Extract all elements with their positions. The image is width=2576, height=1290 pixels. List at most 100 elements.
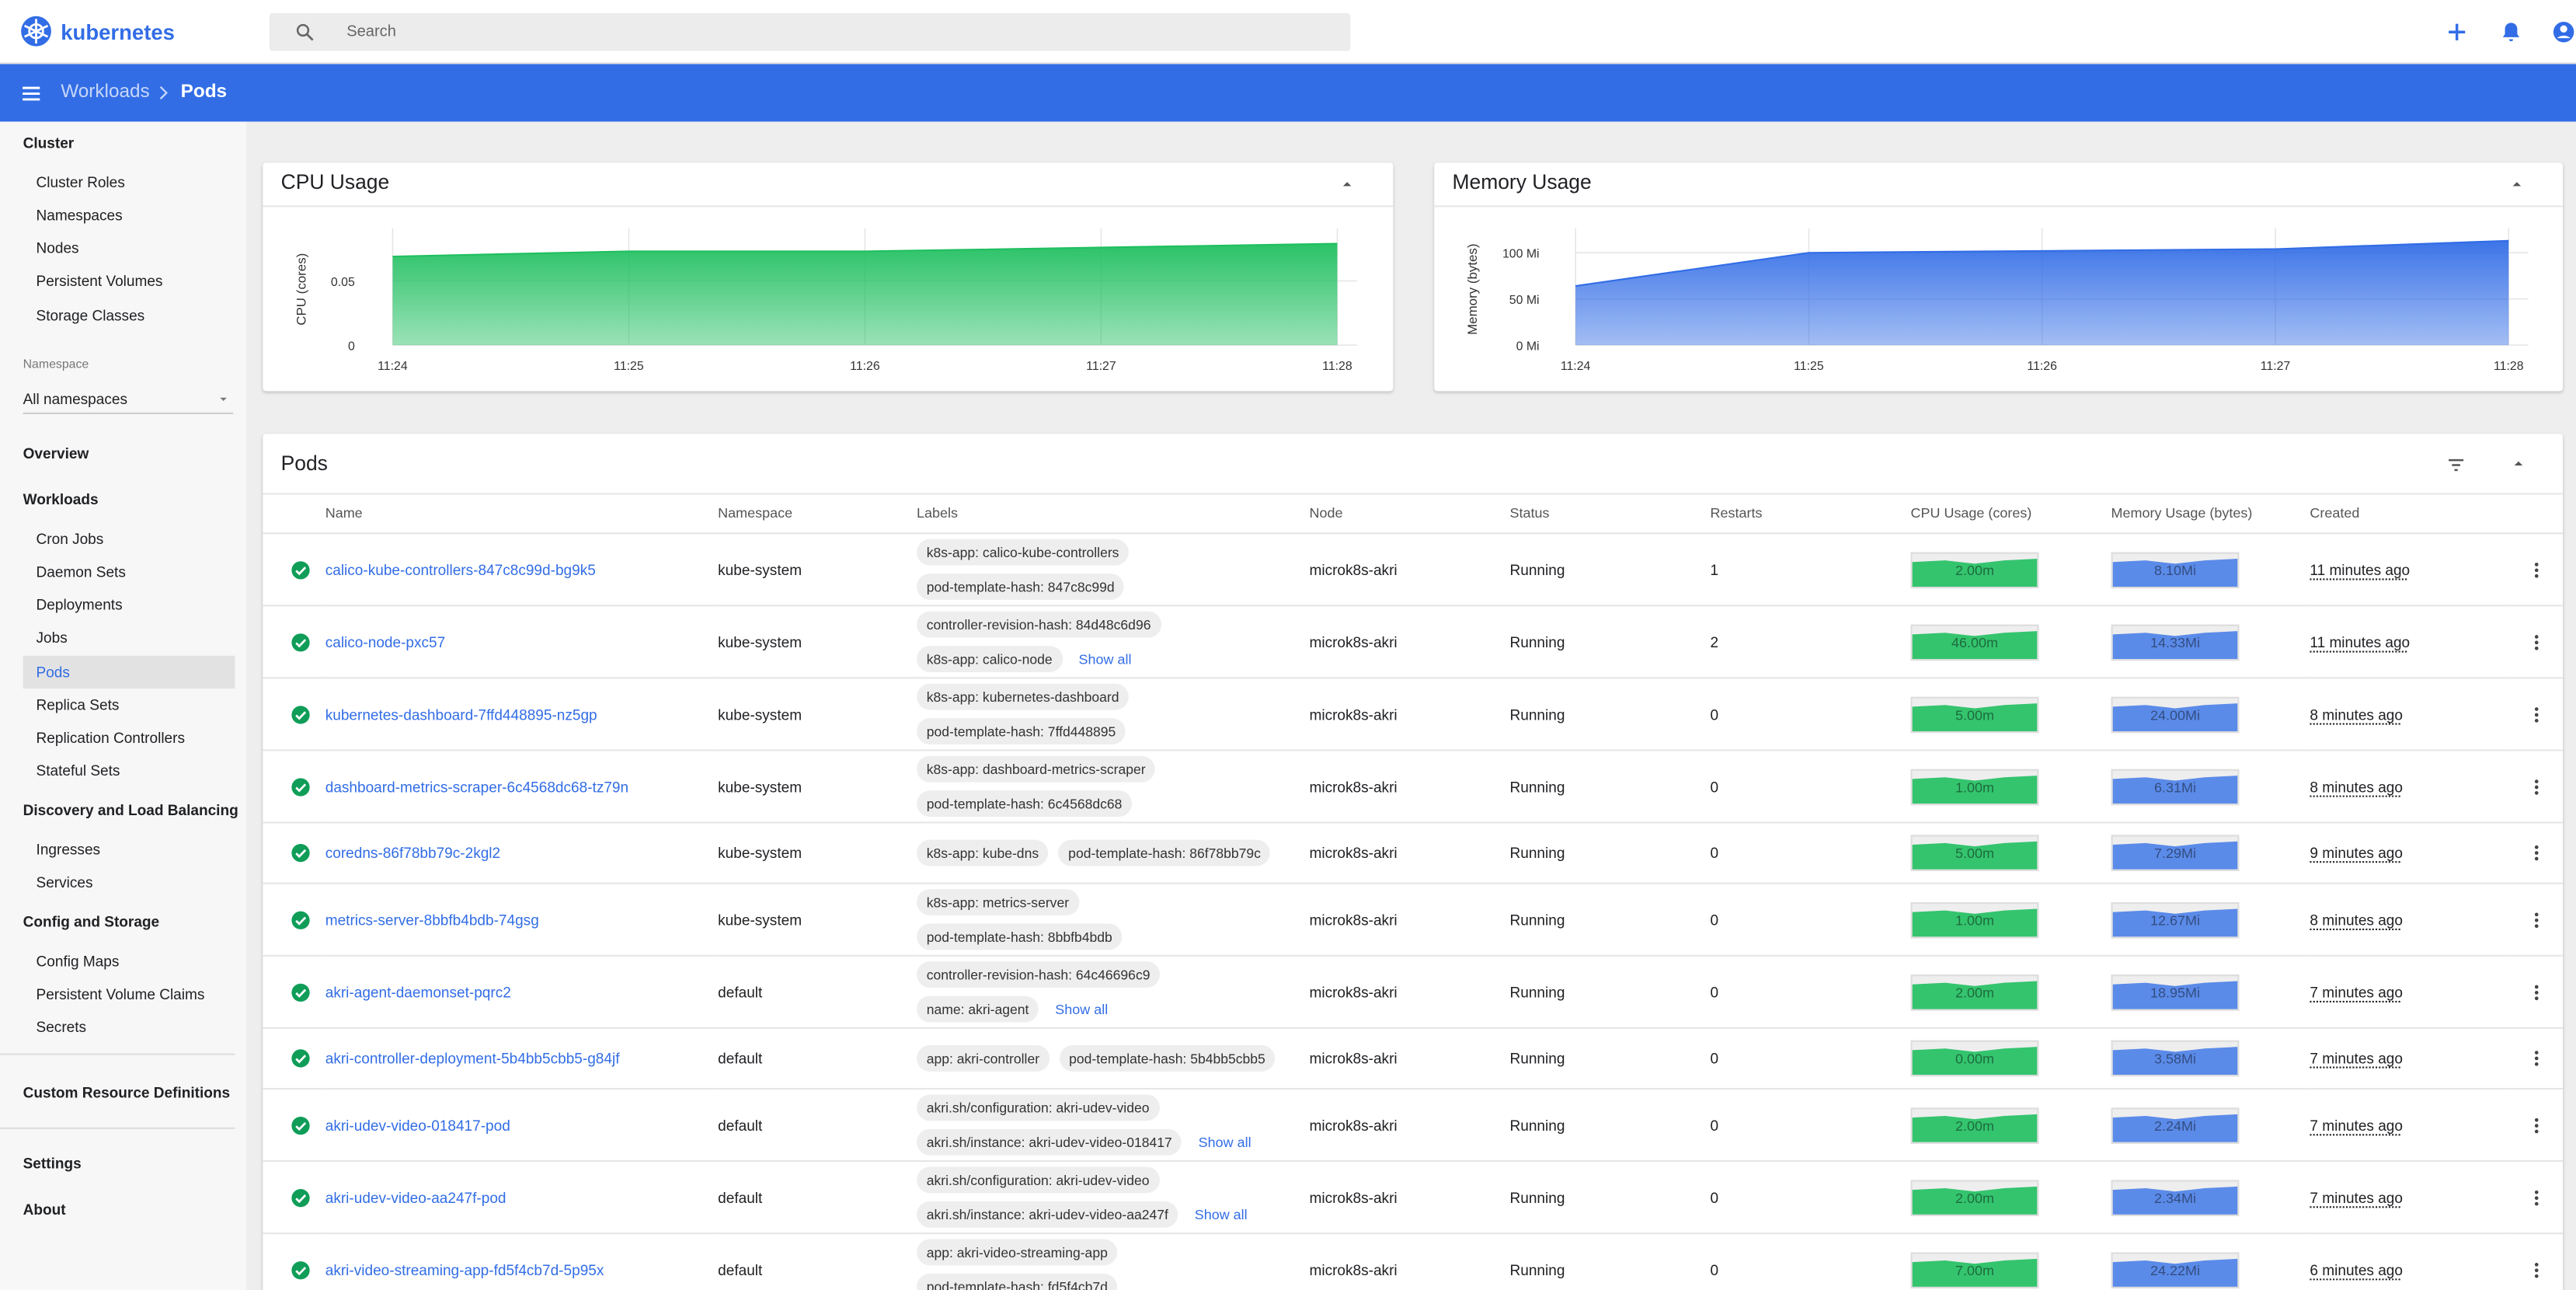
pod-name-link[interactable]: akri-udev-video-aa247f-pod: [325, 1189, 506, 1206]
collapse-button[interactable]: [2508, 176, 2525, 192]
nav-item[interactable]: Pods: [36, 663, 70, 680]
sparkline: [2112, 703, 2238, 731]
show-all-link[interactable]: Show all: [1078, 650, 1132, 668]
nav-section-title[interactable]: About: [23, 1201, 66, 1219]
show-all-link[interactable]: Show all: [1194, 1206, 1248, 1223]
row-menu-button[interactable]: [2527, 1187, 2546, 1207]
label-chip: pod-template-hash: 5b4bb5cbb5: [1059, 1045, 1276, 1072]
nav-item[interactable]: Namespaces: [36, 207, 123, 224]
pod-name-link[interactable]: calico-node-pxc57: [325, 633, 446, 650]
show-all-link[interactable]: Show all: [1198, 1134, 1251, 1151]
collapse-button[interactable]: [2510, 455, 2526, 472]
show-all-link[interactable]: Show all: [1055, 1000, 1109, 1018]
created-cell: 8 minutes ago: [2310, 882, 2511, 955]
row-menu-button[interactable]: [2527, 632, 2546, 651]
nav-section-title[interactable]: Settings: [23, 1155, 82, 1172]
sparkline: [2112, 908, 2238, 936]
row-menu-button[interactable]: [2527, 560, 2546, 579]
pod-name-link[interactable]: akri-video-streaming-app-fd5f4cb7d-5p95x: [325, 1261, 604, 1278]
pod-name-link[interactable]: calico-kube-controllers-847c8c99d-bg9k5: [325, 561, 596, 578]
row-menu-button[interactable]: [2527, 776, 2546, 796]
sparkline-fill: [1912, 908, 2038, 936]
status: Running: [1509, 633, 1565, 650]
sparkline-fill: [2112, 1113, 2238, 1142]
logo-text[interactable]: kubernetes: [61, 19, 175, 45]
status-icon-cell: [263, 821, 325, 882]
nav-item[interactable]: Persistent Volume Claims: [36, 986, 205, 1003]
nav-item[interactable]: Daemon Sets: [36, 563, 126, 580]
nav-item[interactable]: Services: [36, 874, 93, 891]
row-menu-button[interactable]: [2527, 910, 2546, 929]
sparkline-fill: [1912, 841, 2038, 870]
memory-usage-sparkline: 8.10Mi: [2111, 551, 2240, 588]
pod-name-link[interactable]: akri-controller-deployment-5b4bb5cbb5-g8…: [325, 1050, 620, 1067]
row-menu-button[interactable]: [2527, 843, 2546, 863]
sparkline: [2112, 1113, 2238, 1142]
breadcrumb-link[interactable]: Workloads: [61, 82, 150, 103]
nav-item[interactable]: Secrets: [36, 1019, 87, 1036]
nav-item[interactable]: Stateful Sets: [36, 762, 120, 779]
pod-name-link[interactable]: dashboard-metrics-scraper-6c4568dc68-tz7…: [325, 778, 629, 795]
filter-button[interactable]: [2446, 455, 2466, 475]
pod-name-link[interactable]: akri-agent-daemonset-pqrc2: [325, 983, 511, 1000]
status: Running: [1509, 1261, 1565, 1278]
node-cell: microk8s-akri: [1309, 1232, 1510, 1290]
nav-item[interactable]: Cron Jobs: [36, 531, 104, 548]
cpu-usage-sparkline: 1.00m: [1910, 901, 2039, 938]
cpu-usage-sparkline: 2.00m: [1910, 1179, 2039, 1215]
label-line: name: akri-agent Show all: [917, 995, 1109, 1023]
nav-section-title[interactable]: Custom Resource Definitions: [23, 1084, 231, 1101]
nav-item[interactable]: Cluster Roles: [36, 174, 125, 191]
nav-section-title[interactable]: Cluster: [23, 134, 75, 152]
nav-item[interactable]: Config Maps: [36, 953, 120, 970]
cpu-usage-cell: 2.00m: [1910, 954, 2111, 1027]
sparkline-fill: [1912, 1185, 2038, 1214]
namespace-cell: default: [718, 954, 917, 1027]
nav-section-title[interactable]: Overview: [23, 445, 89, 462]
nav-item[interactable]: Persistent Volumes: [36, 273, 163, 291]
pod-name-link[interactable]: akri-udev-video-018417-pod: [325, 1117, 510, 1134]
x-tick-label: 11:26: [2027, 360, 2057, 373]
area-line: [1575, 239, 2509, 288]
pod-name-link[interactable]: metrics-server-8bbfb4bdb-74gsg: [325, 911, 539, 928]
nav-item[interactable]: Replication Controllers: [36, 729, 186, 746]
pod-name-link[interactable]: coredns-86f78bb79c-2kgl2: [325, 845, 501, 862]
node-cell: microk8s-akri: [1309, 1087, 1510, 1160]
restarts: 0: [1710, 1189, 1719, 1206]
name-cell: calico-kube-controllers-847c8c99d-bg9k5: [325, 532, 719, 605]
row-menu-button[interactable]: [2527, 982, 2546, 1002]
row-menu-button[interactable]: [2527, 1260, 2546, 1279]
nav-item[interactable]: Nodes: [36, 240, 79, 257]
row-menu-button[interactable]: [2527, 1048, 2546, 1068]
nav-item[interactable]: Jobs: [36, 629, 68, 647]
cpu-usage-cell: 7.00m: [1910, 1232, 2111, 1290]
logo-icon[interactable]: [19, 15, 52, 47]
namespace-select[interactable]: All namespaces: [23, 386, 234, 414]
column-header: Restarts: [1710, 504, 1763, 521]
search-box[interactable]: Search: [269, 12, 1351, 51]
memory-usage-cell: 14.33Mi: [2111, 605, 2310, 677]
nav-section-title[interactable]: Workloads: [23, 491, 99, 508]
nav-section-title[interactable]: Config and Storage: [23, 913, 160, 930]
sparkline: [2112, 1257, 2238, 1286]
collapse-button[interactable]: [1339, 176, 1356, 192]
account-button[interactable]: [2551, 19, 2576, 44]
sparkline-fill: [1912, 1257, 2038, 1286]
nav-item[interactable]: Deployments: [36, 597, 123, 614]
sparkline: [1912, 775, 2038, 804]
nav-section-title[interactable]: Discovery and Load Balancing: [23, 802, 238, 819]
nav-item[interactable]: Replica Sets: [36, 696, 120, 713]
namespace: default: [718, 1117, 763, 1134]
nav-item[interactable]: Ingresses: [36, 841, 101, 858]
create-button[interactable]: [2445, 19, 2470, 44]
status-cell: Running: [1509, 605, 1711, 677]
pod-name-link[interactable]: kubernetes-dashboard-7ffd448895-nz5gp: [325, 706, 597, 723]
row-menu-button[interactable]: [2527, 704, 2546, 723]
label-line: akri.sh/configuration: akri-udev-video: [917, 1166, 1169, 1194]
status-cell: Running: [1509, 1232, 1711, 1290]
row-menu-button[interactable]: [2527, 1115, 2546, 1135]
notifications-button[interactable]: [2499, 19, 2524, 44]
nav-item[interactable]: Storage Classes: [36, 306, 145, 323]
breadcrumb-current: Pods: [180, 82, 228, 103]
menu-button[interactable]: [19, 82, 43, 106]
